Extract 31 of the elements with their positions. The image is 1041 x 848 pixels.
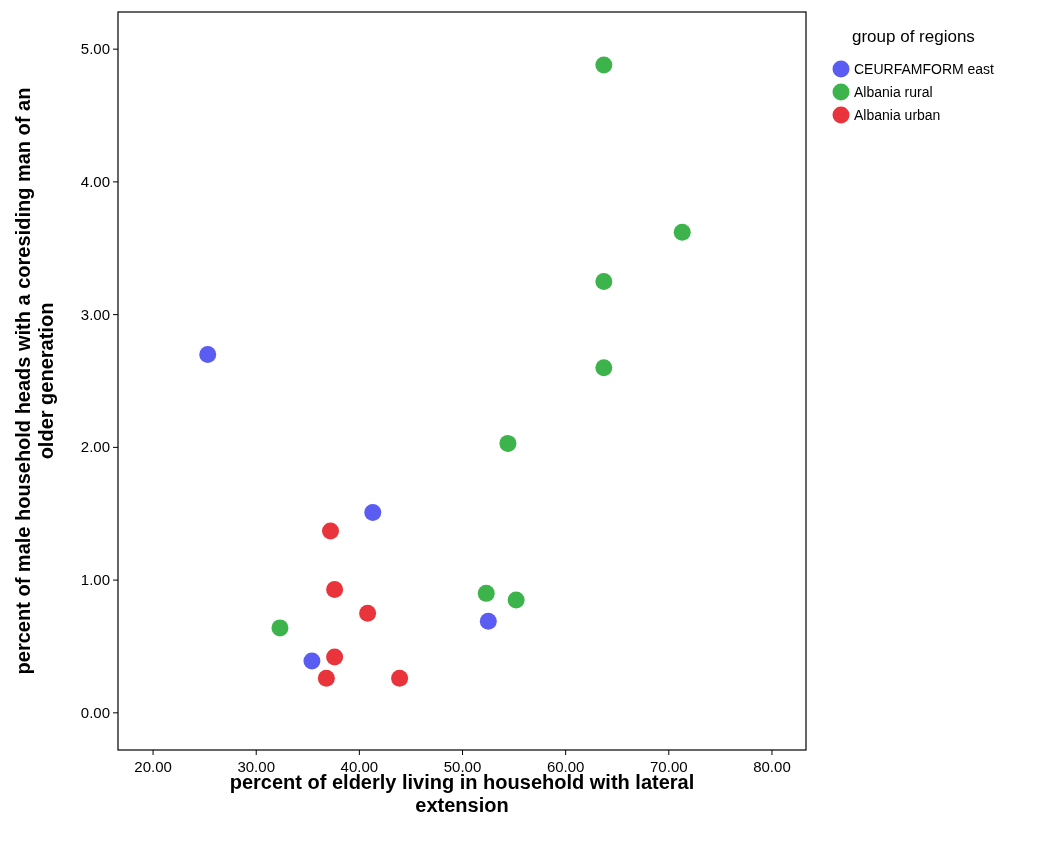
point [507,591,525,609]
y-tick-label: 2.00 [80,438,110,456]
y-tick-label: 1.00 [80,571,110,589]
point [673,223,691,241]
point [271,619,289,637]
point [477,584,495,602]
y-axis-title: percent of male household heads with a coresiding man of an older generation [12,87,57,675]
point [359,604,377,622]
legend-label: Albania rural [854,84,933,100]
point [499,434,517,452]
y-tick-label: 3.00 [80,305,110,323]
y-tick-label: 5.00 [80,40,110,58]
point [364,503,382,521]
legend-label: CEURFAMFORM east [854,61,995,77]
legend-label: Albania urban [854,107,941,123]
point [479,612,497,630]
point [595,272,613,290]
point [317,669,335,687]
x-tick-label: 80.00 [753,758,791,775]
point [199,345,217,363]
y-tick-label: 4.00 [80,172,110,190]
point [326,648,344,666]
legend-title: group of regions [852,27,975,46]
point [326,580,344,598]
point [321,522,339,540]
point [391,669,409,687]
x-tick-label: 20.00 [134,758,172,775]
point [303,652,321,670]
y-tick-label: 0.00 [80,703,110,721]
point [595,359,613,377]
point [595,56,613,74]
